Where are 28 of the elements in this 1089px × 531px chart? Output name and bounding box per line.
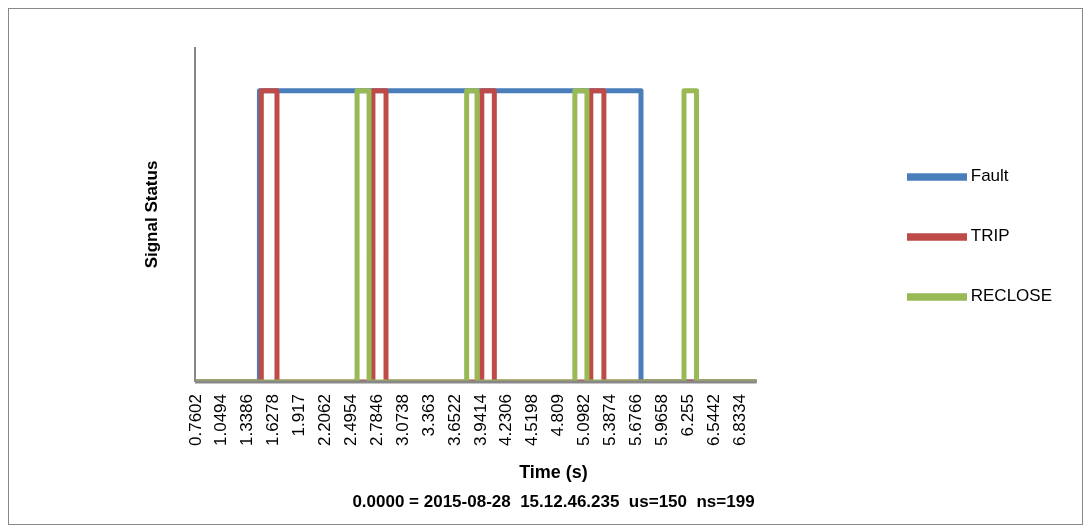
x-tick-label: 1.917: [289, 394, 309, 437]
x-tick-label: 6.255: [677, 394, 697, 437]
x-tick-label: 1.0494: [211, 394, 231, 446]
x-tick-label: 4.809: [548, 394, 568, 437]
y-axis-title: Signal Status: [142, 160, 162, 269]
x-tick-label: 1.6278: [263, 394, 283, 446]
x-tick-label: 5.9658: [651, 394, 671, 446]
legend-label: RECLOSE: [970, 285, 1052, 305]
legend-label: Fault: [970, 165, 1009, 185]
x-tick-label: 4.5198: [522, 394, 542, 446]
x-tick-label: 5.6766: [625, 394, 645, 446]
x-tick-label: 5.0982: [574, 394, 594, 446]
x-tick-label: 6.5442: [703, 394, 723, 446]
x-tick-label: 0.7602: [185, 394, 205, 446]
x-tick-label: 6.8334: [729, 394, 749, 446]
x-axis-title: Time (s): [518, 462, 589, 483]
x-tick-label: 2.4954: [340, 394, 360, 446]
x-tick-label: 4.2306: [496, 394, 516, 446]
x-tick-label: 3.6522: [444, 394, 464, 446]
x-tick-label: 3.363: [418, 394, 438, 437]
x-tick-label: 3.9414: [470, 394, 490, 446]
x-tick-label: 5.3874: [600, 394, 620, 446]
text: 0.0000 = 2015-08-28 15.12.46.235 us=150 ns=199: [351, 492, 756, 512]
x-tick-label: 2.2062: [315, 394, 335, 446]
x-tick-label: 1.3386: [237, 394, 257, 446]
legend-label: TRIP: [970, 225, 1010, 245]
x-tick-label: 3.0738: [392, 394, 412, 446]
x-tick-label: 2.7846: [366, 394, 386, 446]
